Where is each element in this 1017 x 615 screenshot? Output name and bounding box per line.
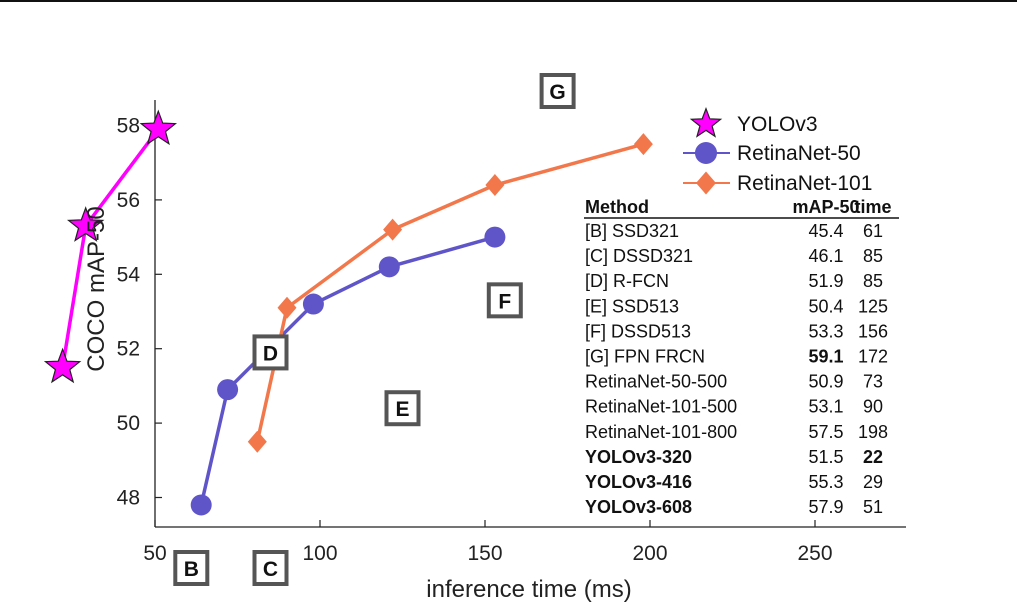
- table-cell-time: 90: [863, 397, 883, 417]
- annotation-box-e: [384, 390, 421, 427]
- table-cell-map: 57.9: [808, 497, 843, 517]
- data-point-retinanet-101: [277, 296, 297, 319]
- table-cell-map: 51.5: [808, 447, 843, 467]
- table-cell-method: RetinaNet-50-500: [585, 372, 727, 392]
- x-tick-label: 50: [143, 542, 166, 565]
- method-annotations: B C D E F G: [173, 73, 576, 586]
- table-cell-map: 45.4: [808, 221, 843, 241]
- x-axis-label: inference time (ms): [426, 576, 631, 603]
- table-cell-time: 156: [858, 321, 888, 341]
- data-point-retinanet-50: [484, 226, 506, 248]
- table-cell-map: 53.3: [808, 321, 843, 341]
- table-cell-map: 50.4: [808, 296, 843, 316]
- x-tick-label: 150: [467, 542, 502, 565]
- legend-marker-yolov3: [689, 106, 723, 138]
- table-cell-map: 51.9: [808, 271, 843, 291]
- y-tick-label: 54: [117, 263, 141, 286]
- table-cell-time: 85: [863, 246, 883, 266]
- y-tick-label: 56: [117, 189, 140, 212]
- table-cell-time: 29: [863, 472, 883, 492]
- y-tick-label: 52: [117, 338, 140, 361]
- data-point-retinanet-101: [247, 430, 267, 453]
- data-point-retinanet-50: [190, 494, 212, 516]
- table-cell-method: YOLOv3-416: [585, 472, 692, 492]
- table-cell-method: RetinaNet-101-800: [585, 422, 737, 442]
- table-cell-time: 125: [858, 296, 888, 316]
- table-cell-time: 51: [863, 497, 883, 517]
- data-point-retinanet-50: [217, 379, 239, 401]
- table-cell-method: [D] R-FCN: [585, 271, 669, 291]
- legend-marker-retinanet-101: [696, 171, 716, 195]
- table-cell-method: [G] FPN FRCN: [585, 347, 705, 367]
- table-cell-map: 57.5: [808, 422, 843, 442]
- data-point-retinanet-101: [485, 174, 505, 197]
- table-cell-map: 50.9: [808, 372, 843, 392]
- annotation-label-d: D: [263, 342, 278, 365]
- x-tick-label: 200: [632, 542, 667, 565]
- axes: [154, 100, 906, 528]
- annotation-label-g: G: [549, 81, 565, 104]
- y-tick-label: 50: [117, 412, 140, 435]
- x-tick-label: 250: [797, 542, 832, 565]
- top-border: [0, 0, 1017, 2]
- data-point-retinanet-50: [302, 293, 324, 315]
- table-cell-method: YOLOv3-608: [585, 497, 692, 517]
- series-line-yolov3: [60, 128, 160, 368]
- annotation-box-d: [252, 334, 289, 371]
- y-tick-label: 58: [117, 115, 140, 138]
- table-cell-map: 55.3: [808, 472, 843, 492]
- legend-marker-retinanet-50: [694, 141, 718, 165]
- table-cell-time: 198: [858, 422, 888, 442]
- table-cell-method: YOLOv3-320: [585, 447, 692, 467]
- data-point-yolov3: [43, 347, 82, 384]
- legend-label-yolov3: YOLOv3: [737, 113, 818, 136]
- table-header-map: mAP-50: [792, 197, 859, 217]
- table-cell-method: [E] SSD513: [585, 296, 679, 316]
- y-tick-label: 48: [117, 487, 140, 510]
- table-cell-time: 61: [863, 221, 883, 241]
- table-cell-time: 73: [863, 372, 883, 392]
- annotation-box-f: [486, 282, 523, 319]
- table-cell-method: [B] SSD321: [585, 221, 679, 241]
- series-line-retinanet-50: [199, 235, 496, 506]
- table-cell-map: 46.1: [808, 246, 843, 266]
- y-axis-label: COCO mAP-50: [83, 206, 110, 371]
- legend-label-retinanet-50: RetinaNet-50: [737, 142, 861, 165]
- series-layer: [43, 109, 653, 516]
- table-cell-time: 172: [858, 347, 888, 367]
- data-point-retinanet-50: [378, 256, 400, 278]
- table-cell-method: [F] DSSD513: [585, 321, 691, 341]
- table-cell-time: 85: [863, 271, 883, 291]
- data-point-retinanet-101: [383, 218, 403, 241]
- annotation-box-g: [539, 73, 576, 109]
- legend-label-retinanet-101: RetinaNet-101: [737, 172, 872, 195]
- table-header-time: time: [854, 197, 891, 217]
- annotation-box-c: [252, 550, 289, 586]
- data-point-yolov3: [66, 206, 105, 242]
- data-point-yolov3: [139, 109, 178, 146]
- table-cell-time: 22: [863, 447, 883, 467]
- table-cell-method: RetinaNet-101-500: [585, 397, 737, 417]
- annotation-label-e: E: [395, 398, 409, 421]
- table-header-method: Method: [585, 197, 649, 217]
- x-tick-label: 100: [302, 542, 337, 565]
- table-cell-map: 53.1: [808, 397, 843, 417]
- table-cell-method: [C] DSSD321: [585, 246, 693, 266]
- legend: YOLOv3 RetinaNet-50 RetinaNet-101: [683, 106, 872, 195]
- table-cell-map: 59.1: [808, 347, 843, 367]
- ticks: 50 100 150 200 250 48 50 52 54 56 58: [117, 115, 833, 566]
- annotation-label-f: F: [498, 290, 511, 313]
- annotation-label-b: B: [184, 558, 199, 581]
- data-point-retinanet-101: [633, 133, 653, 156]
- annotation-label-c: C: [263, 558, 278, 581]
- annotation-box-b: [173, 550, 210, 586]
